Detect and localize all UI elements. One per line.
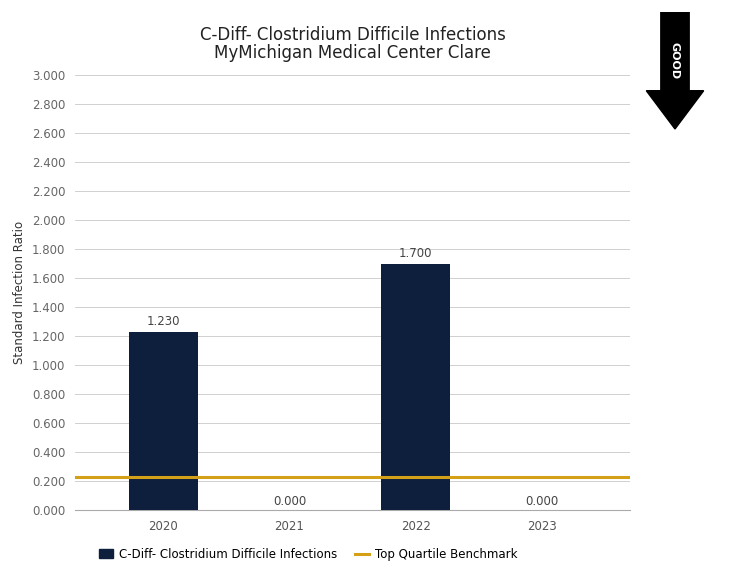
Y-axis label: Standard Infection Ratio: Standard Infection Ratio: [13, 222, 26, 364]
Bar: [128, 332, 198, 510]
Text: MyMichigan Medical Center Clare: MyMichigan Medical Center Clare: [214, 44, 491, 61]
Text: GOOD: GOOD: [670, 42, 680, 79]
Text: C-Diff- Clostridium Difficile Infections: C-Diff- Clostridium Difficile Infections: [200, 26, 506, 44]
Legend: C-Diff- Clostridium Difficile Infections, Top Quartile Benchmark: C-Diff- Clostridium Difficile Infections…: [94, 543, 522, 566]
FancyArrow shape: [646, 12, 704, 129]
Text: 1.230: 1.230: [146, 316, 180, 328]
Text: 0.000: 0.000: [273, 495, 306, 508]
Text: 1.700: 1.700: [399, 247, 432, 260]
Bar: [381, 264, 450, 510]
Text: 0.000: 0.000: [525, 495, 558, 508]
